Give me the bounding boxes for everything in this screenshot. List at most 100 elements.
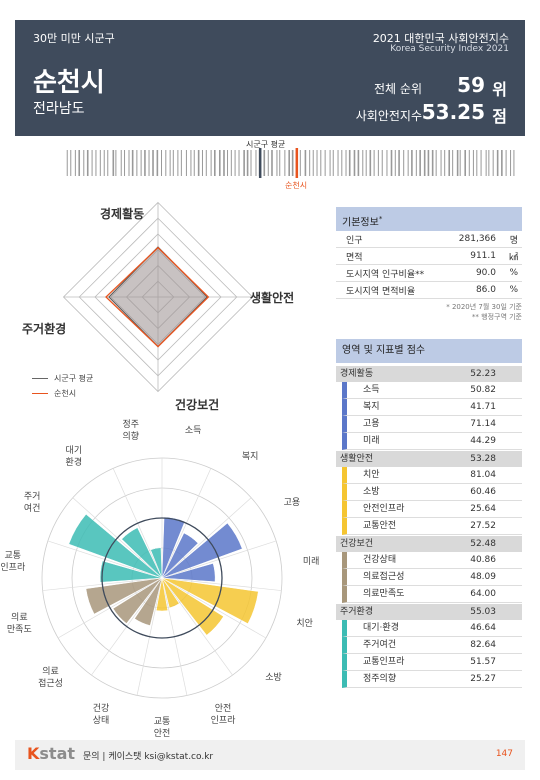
score-item-value: 25.27: [470, 674, 496, 684]
basic-info-row: 면적 911.1 ㎢: [336, 248, 522, 265]
rose-chart: [0, 420, 330, 750]
header-panel: 30만 미만 시군구 2021 대한민국 사회안전지수 Korea Securi…: [15, 20, 525, 136]
barcode-line: [309, 150, 311, 176]
barcode-line: [415, 150, 417, 176]
score-item-row: 미래 44.29: [342, 433, 522, 450]
footer-logo: Kstat: [27, 744, 75, 763]
barcode-line: [386, 150, 388, 176]
barcode-line: [341, 150, 343, 176]
legend-city-label: 순천시: [54, 389, 77, 398]
barcode-line: [456, 150, 459, 176]
scores-header: 영역 및 지표별 점수: [336, 339, 522, 363]
barcode-line: [357, 150, 360, 176]
score-item-value: 41.71: [470, 402, 496, 412]
barcode-line: [464, 150, 467, 176]
rose-petal: [112, 577, 163, 624]
rose-label: 고용: [283, 498, 301, 508]
barcode-line: [353, 150, 356, 176]
radar-avg-area: [108, 246, 208, 348]
score-item-row: 의료만족도 64.00: [342, 586, 522, 603]
logo-k: K: [27, 744, 40, 763]
barcode-line: [345, 150, 347, 176]
basic-info-label: 면적: [346, 252, 363, 263]
scores-panel: 영역 및 지표별 점수 경제활동 52.23 소득 50.82 복지 41.71 고용 71.…: [336, 339, 522, 688]
score-item-name: 소득: [363, 385, 380, 395]
barcode-line: [95, 150, 97, 176]
barcode-line: [152, 150, 154, 176]
barcode-line: [120, 150, 122, 176]
barcode-line: [177, 150, 179, 176]
scores-list: 경제활동 52.23 소득 50.82 복지 41.71 고용 71.14 미래 44.29 생활안…: [336, 366, 522, 688]
barcode-line: [161, 150, 163, 176]
logo-text: stat: [39, 744, 76, 763]
barcode-line: [288, 150, 290, 176]
barcode-line: [419, 150, 421, 176]
barcode-line: [435, 150, 437, 176]
rose-label: 의료 접근성: [38, 667, 63, 690]
rose-petal: [161, 577, 259, 624]
rose-petal: [161, 563, 216, 582]
basic-info-panel: 기본정보* 인구 281,366 명 면적 911.1 ㎢ 도시지역 인구비율** 90.0%…: [336, 207, 522, 322]
report-title: 2021 대한민국 사회안전지수: [372, 32, 509, 45]
rose-petal: [161, 577, 180, 609]
basic-note-1: * 2020년 7월 30일 기준: [446, 303, 522, 311]
barcode-line: [238, 150, 240, 176]
index-label: 사회안전지수: [355, 109, 422, 123]
rose-petal: [161, 577, 224, 636]
rose-label: 안전 인프라: [210, 704, 236, 727]
barcode-line: [107, 150, 109, 176]
basic-info-row: 도시지역 면적비율 86.0%: [336, 282, 522, 299]
barcode-line: [78, 150, 81, 176]
score-item-name: 고용: [363, 419, 380, 429]
barcode-line: [99, 150, 101, 176]
score-item-row: 건강상태 40.86: [342, 552, 522, 569]
radar-city-line: [105, 246, 210, 348]
radar-axis-health: 건강보건: [175, 398, 220, 412]
rose-label: 의료 만족도: [6, 613, 32, 636]
score-item-value: 64.00: [470, 589, 496, 599]
barcode-line: [320, 150, 322, 176]
basic-info-unit: ㎢: [508, 252, 518, 263]
barcode-line: [156, 150, 159, 176]
barcode-line: [488, 150, 490, 176]
barcode-line: [255, 150, 257, 176]
barcode-line: [427, 150, 430, 176]
rose-graphic: [41, 457, 283, 699]
score-item-name: 교통인프라: [363, 657, 405, 667]
score-item-value: 40.86: [470, 555, 496, 565]
score-item-row: 교통안전 27.52: [342, 518, 522, 535]
score-item-row: 정주의향 25.27: [342, 671, 522, 688]
barcode-line: [180, 150, 182, 176]
score-item-value: 27.52: [470, 521, 496, 531]
barcode-line: [190, 150, 192, 176]
barcode-line: [279, 150, 281, 176]
report-subtitle: Korea Security Index 2021: [390, 44, 509, 54]
barcode-line: [329, 150, 331, 176]
score-group-name: 경제활동: [340, 369, 374, 379]
rose-petal: [161, 516, 186, 579]
basic-info-row: 도시지역 인구비율** 90.0%: [336, 265, 522, 282]
rose-petal: [85, 577, 163, 615]
score-group-name: 건강보건: [340, 539, 374, 549]
score-item-value: 71.14: [470, 419, 496, 429]
barcode-line: [444, 150, 446, 176]
basic-info-row: 인구 281,366 명: [336, 231, 522, 248]
barcode-avg-marker: [258, 148, 262, 178]
rose-petal: [155, 577, 169, 612]
score-item-name: 안전인프라: [363, 504, 405, 514]
barcode-line: [218, 150, 221, 176]
barcode-line: [472, 150, 474, 176]
barcode-line: [381, 150, 383, 176]
barcode-line: [476, 150, 478, 176]
score-item-row: 의료접근성 48.09: [342, 569, 522, 586]
radar-chart: [15, 195, 325, 420]
barcode-line: [70, 150, 72, 176]
barcode-line: [394, 150, 396, 176]
rose-petal: [161, 532, 199, 579]
barcode-line: [377, 150, 379, 176]
score-item-name: 대기·환경: [363, 623, 399, 633]
basic-note-2: ** 행정구역 기준: [471, 313, 522, 321]
barcode-line: [197, 150, 200, 176]
score-group-name: 주거환경: [340, 607, 374, 617]
barcode-line: [112, 150, 115, 176]
